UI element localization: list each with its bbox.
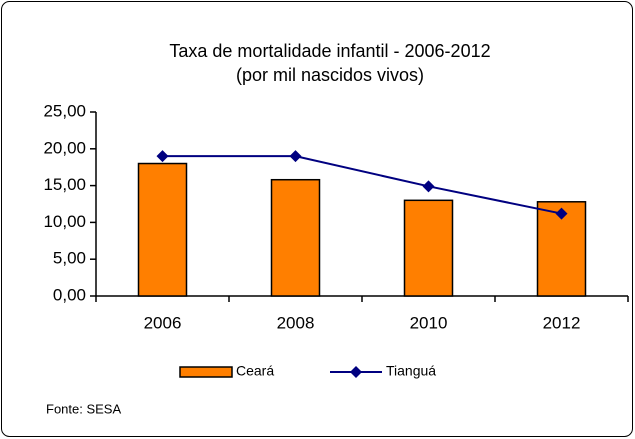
bar	[403, 199, 454, 297]
legend-label: Tianguá	[386, 363, 436, 379]
legend-label: Ceará	[236, 363, 274, 379]
y-tick-label: 20,00	[43, 138, 86, 157]
y-tick-label: 10,00	[43, 212, 86, 231]
legend-marker	[350, 366, 362, 378]
bar	[536, 201, 587, 297]
x-tick-label: 2008	[277, 313, 315, 332]
line	[162, 155, 562, 215]
x-tick-label: 2006	[144, 313, 182, 332]
legend-swatch	[179, 366, 233, 378]
x-tick-label: 2010	[410, 313, 448, 332]
line-marker	[422, 180, 435, 193]
line-marker	[156, 150, 169, 163]
bar	[137, 162, 188, 297]
y-tick-label: 5,00	[53, 249, 86, 268]
chart-subtitle: (por mil nascidos vivos)	[236, 65, 424, 85]
bar	[270, 178, 321, 297]
chart-title: Taxa de mortalidade infantil - 2006-2012	[169, 41, 490, 61]
y-tick-label: 15,00	[43, 175, 86, 194]
line-marker	[555, 207, 568, 220]
source-note: Fonte: SESA	[46, 401, 121, 416]
y-tick-label: 25,00	[43, 101, 86, 120]
x-tick-label: 2012	[543, 313, 581, 332]
y-tick-label: 0,00	[53, 285, 86, 304]
line-marker	[289, 150, 302, 163]
